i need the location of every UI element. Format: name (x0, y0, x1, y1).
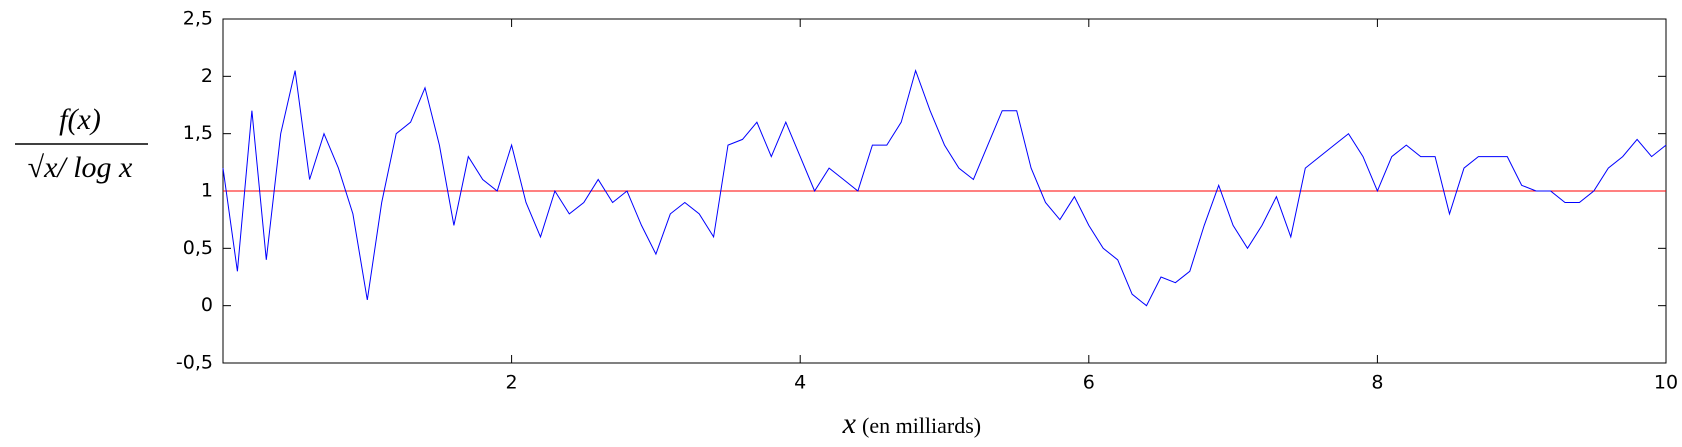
x-tick-label: 10 (1654, 372, 1678, 394)
x-tick-label: 4 (794, 372, 806, 394)
y-tick-label: 0 (201, 294, 213, 316)
data-line (222, 68, 1667, 307)
y-tick-label: 2,5 (183, 8, 213, 30)
y-tick-label: 0,5 (183, 237, 213, 259)
x-label-unit: (en milliards) (862, 413, 981, 438)
y-tick-label: 2 (201, 65, 213, 87)
x-tick-label: 6 (1083, 372, 1095, 394)
x-tick-label: 8 (1371, 372, 1383, 394)
y-label-denominator: √x/ log x (28, 151, 133, 184)
y-tick-label: 1,5 (183, 122, 213, 144)
y-tick-label: 1 (201, 180, 213, 202)
y-tick-label: -0,5 (176, 352, 213, 374)
x-tick-label: 2 (506, 372, 518, 394)
y-label-numerator: f(x) (59, 103, 101, 136)
x-label-var: x (842, 407, 857, 440)
